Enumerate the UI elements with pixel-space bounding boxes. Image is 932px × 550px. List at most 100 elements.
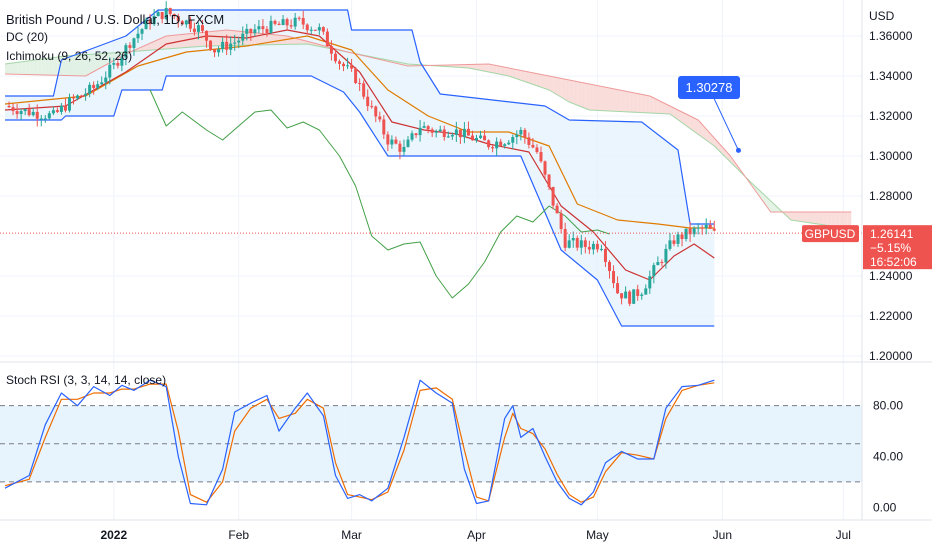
candle-body[interactable] xyxy=(51,110,55,114)
candle-body[interactable] xyxy=(382,119,386,135)
candle-body[interactable] xyxy=(612,271,616,284)
candle-body[interactable] xyxy=(172,14,176,17)
candle-body[interactable] xyxy=(398,143,402,152)
candle-body[interactable] xyxy=(418,127,422,136)
candle-body[interactable] xyxy=(479,135,483,138)
candle-body[interactable] xyxy=(712,228,716,231)
candle-body[interactable] xyxy=(281,19,285,26)
candle-body[interactable] xyxy=(305,24,309,31)
candle-body[interactable] xyxy=(120,57,124,66)
candle-body[interactable] xyxy=(515,134,519,138)
candle-body[interactable] xyxy=(491,147,495,149)
candle-body[interactable] xyxy=(539,152,543,162)
candle-body[interactable] xyxy=(583,240,587,248)
candle-body[interactable] xyxy=(241,33,245,41)
candle-body[interactable] xyxy=(579,240,583,248)
candle-body[interactable] xyxy=(152,16,156,25)
candle-body[interactable] xyxy=(88,84,92,94)
candle-body[interactable] xyxy=(346,65,350,67)
candle-body[interactable] xyxy=(692,227,696,235)
candle-body[interactable] xyxy=(470,135,474,141)
candle-body[interactable] xyxy=(67,97,71,111)
candle-body[interactable] xyxy=(700,227,704,229)
candle-body[interactable] xyxy=(261,26,265,30)
candle-body[interactable] xyxy=(704,224,708,229)
candle-body[interactable] xyxy=(31,111,35,116)
candle-body[interactable] xyxy=(676,234,680,244)
senkou-a-line[interactable] xyxy=(4,43,852,235)
candle-body[interactable] xyxy=(386,134,390,145)
oscillator-pane[interactable] xyxy=(0,379,862,506)
candle-body[interactable] xyxy=(458,129,462,138)
candle-body[interactable] xyxy=(466,128,470,136)
candle-body[interactable] xyxy=(112,63,116,65)
candle-body[interactable] xyxy=(7,106,11,108)
candle-body[interactable] xyxy=(47,113,51,119)
candle-body[interactable] xyxy=(462,128,466,138)
candle-body[interactable] xyxy=(285,19,289,26)
candle-body[interactable] xyxy=(269,20,273,33)
candle-body[interactable] xyxy=(410,133,414,140)
candle-body[interactable] xyxy=(192,28,196,32)
candle-body[interactable] xyxy=(511,137,515,143)
candle-body[interactable] xyxy=(555,205,559,214)
legend-stoch-rsi[interactable]: Stoch RSI (3, 3, 14, 14, close) xyxy=(6,373,167,387)
candle-body[interactable] xyxy=(507,142,511,145)
candle-body[interactable] xyxy=(309,29,313,31)
candle-body[interactable] xyxy=(446,136,450,138)
candle-body[interactable] xyxy=(535,147,539,153)
candle-body[interactable] xyxy=(297,17,301,19)
candle-body[interactable] xyxy=(317,27,321,31)
candle-body[interactable] xyxy=(366,96,370,107)
candle-body[interactable] xyxy=(257,26,261,30)
candle-body[interactable] xyxy=(273,20,277,24)
candle-body[interactable] xyxy=(342,63,346,67)
candle-body[interactable] xyxy=(132,38,136,48)
candle-body[interactable] xyxy=(39,118,43,120)
candle-body[interactable] xyxy=(426,126,430,130)
candle-body[interactable] xyxy=(543,161,547,175)
candle-body[interactable] xyxy=(684,228,688,240)
candle-body[interactable] xyxy=(237,40,241,43)
candle-body[interactable] xyxy=(624,291,628,299)
candle-body[interactable] xyxy=(217,49,221,53)
candle-body[interactable] xyxy=(487,140,491,148)
candle-body[interactable] xyxy=(313,29,317,31)
candle-body[interactable] xyxy=(374,106,378,117)
candle-body[interactable] xyxy=(104,77,108,83)
candle-body[interactable] xyxy=(321,27,325,32)
candle-body[interactable] xyxy=(422,126,426,128)
candle-body[interactable] xyxy=(196,25,200,32)
candle-body[interactable] xyxy=(176,16,180,22)
candle-body[interactable] xyxy=(575,238,579,248)
price-pane[interactable] xyxy=(0,0,862,520)
candle-body[interactable] xyxy=(148,19,152,25)
candle-body[interactable] xyxy=(92,84,96,89)
candle-body[interactable] xyxy=(696,227,700,229)
candle-body[interactable] xyxy=(337,61,341,64)
candle-body[interactable] xyxy=(551,186,555,206)
candle-body[interactable] xyxy=(503,144,507,146)
candle-body[interactable] xyxy=(354,68,358,83)
candle-body[interactable] xyxy=(402,146,406,152)
candle-body[interactable] xyxy=(200,25,204,31)
candle-body[interactable] xyxy=(438,129,442,132)
legend-donchian[interactable]: DC (20) xyxy=(6,30,49,44)
candle-body[interactable] xyxy=(672,240,676,244)
chikou-span-line[interactable] xyxy=(149,89,610,299)
candle-body[interactable] xyxy=(475,137,479,141)
candle-body[interactable] xyxy=(632,289,636,304)
candle-body[interactable] xyxy=(591,243,595,250)
candle-body[interactable] xyxy=(644,288,648,295)
candle-body[interactable] xyxy=(128,45,132,48)
candle-body[interactable] xyxy=(434,131,438,133)
candle-body[interactable] xyxy=(668,240,672,249)
candle-body[interactable] xyxy=(664,248,668,263)
candle-body[interactable] xyxy=(249,28,253,34)
candle-body[interactable] xyxy=(652,265,656,277)
candle-body[interactable] xyxy=(325,31,329,47)
candle-body[interactable] xyxy=(225,41,229,50)
candle-body[interactable] xyxy=(394,139,398,144)
candle-body[interactable] xyxy=(599,248,603,250)
candle-body[interactable] xyxy=(19,111,23,115)
